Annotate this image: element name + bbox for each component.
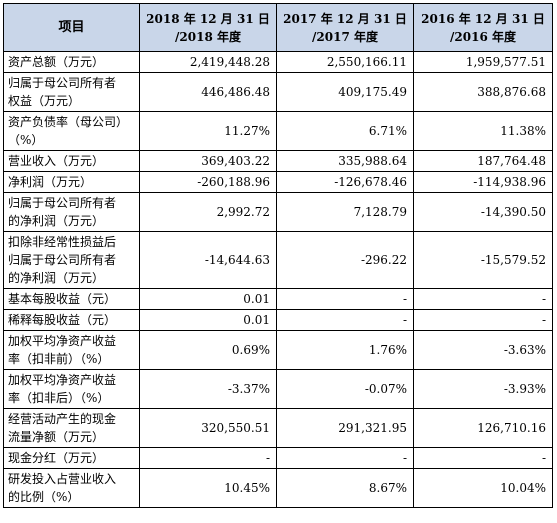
value-2017: 291,321.95 bbox=[276, 408, 414, 448]
value-2017: 1.76% bbox=[276, 330, 414, 370]
row-label: 现金分红（万元） bbox=[3, 447, 140, 469]
table-row: 研发投入占营业收入 的比例（%） 10.45% 8.67% 10.04% bbox=[3, 468, 553, 508]
financial-table-container: 项目 2018 年 12 月 31 日 /2018 年度 2017 年 12 月… bbox=[3, 3, 553, 508]
table-row: 归属于母公司所有者 权益（万元） 446,486.48 409,175.49 388,… bbox=[3, 72, 553, 112]
value-2016: -114,938.96 bbox=[413, 171, 553, 193]
table-row: 稀释每股收益（元） 0.01- - bbox=[3, 309, 553, 331]
value-2016: 388,876.68 bbox=[413, 72, 553, 112]
value-2017: -0.07% bbox=[276, 369, 414, 409]
value-2018: 11.27% bbox=[139, 111, 277, 151]
table-row: 加权平均净资产收益 率（扣非后）（%） -3.37% -0.07% -3.93% bbox=[3, 369, 553, 409]
table-row: 基本每股收益（元） 0.01- - bbox=[3, 288, 553, 310]
table-row: 资产负债率（母公司） （%） 11.27% 6.71% 11.38% bbox=[3, 111, 553, 151]
value-2017: - bbox=[276, 309, 414, 331]
table-row: 加权平均净资产收益 率（扣非前）（%） 0.69% 1.76% -3.63% bbox=[3, 330, 553, 370]
value-2016: -15,579.52 bbox=[413, 231, 553, 289]
value-2016: -14,390.50 bbox=[413, 192, 553, 232]
row-label: 经营活动产生的现金 流量净额（万元） bbox=[3, 408, 140, 448]
row-label: 资产总额（万元） bbox=[3, 51, 140, 73]
table-row: 净利润（万元） -260,188.96 -126,678.46 -114,938.96 bbox=[3, 171, 553, 193]
row-label: 研发投入占营业收入 的比例（%） bbox=[3, 468, 140, 508]
table-header-row: 项目 2018 年 12 月 31 日 /2018 年度 2017 年 12 月… bbox=[3, 3, 553, 52]
table-row: 经营活动产生的现金 流量净额（万元） 320,550.51 291,321.95 12… bbox=[3, 408, 553, 448]
table-row: 资产总额（万元） 2,419,448.28 2,550,166.11 1,959,57… bbox=[3, 51, 553, 73]
value-2016: 1,959,577.51 bbox=[413, 51, 553, 73]
value-2016: 187,764.48 bbox=[413, 150, 553, 172]
header-2017: 2017 年 12 月 31 日 /2017 年度 bbox=[276, 3, 414, 52]
value-2017: 409,175.49 bbox=[276, 72, 414, 112]
value-2018: -14,644.63 bbox=[139, 231, 277, 289]
value-2016: -3.93% bbox=[413, 369, 553, 409]
value-2016: 10.04% bbox=[413, 468, 553, 508]
row-label: 加权平均净资产收益 率（扣非后）（%） bbox=[3, 369, 140, 409]
row-label: 归属于母公司所有者 的净利润（万元） bbox=[3, 192, 140, 232]
header-2018: 2018 年 12 月 31 日 /2018 年度 bbox=[139, 3, 277, 52]
value-2016: - bbox=[413, 447, 553, 469]
value-2017: - bbox=[276, 288, 414, 310]
value-2018: -260,188.96 bbox=[139, 171, 277, 193]
row-label: 资产负债率（母公司） （%） bbox=[3, 111, 140, 151]
value-2018: 2,992.72 bbox=[139, 192, 277, 232]
row-label: 净利润（万元） bbox=[3, 171, 140, 193]
value-2016: 126,710.16 bbox=[413, 408, 553, 448]
value-2018: 0.01 bbox=[139, 309, 277, 331]
value-2018: 320,550.51 bbox=[139, 408, 277, 448]
table-row: 营业收入（万元） 369,403.22 335,988.64 187,764.48 bbox=[3, 150, 553, 172]
value-2016: - bbox=[413, 288, 553, 310]
value-2017: 6.71% bbox=[276, 111, 414, 151]
value-2017: 335,988.64 bbox=[276, 150, 414, 172]
table-row: 现金分红（万元） - - - bbox=[3, 447, 553, 469]
row-label: 扣除非经常性损益后 归属于母公司所有者 的净利润（万元） bbox=[3, 231, 140, 289]
value-2018: - bbox=[139, 447, 277, 469]
table-row: 归属于母公司所有者 的净利润（万元） 2,992.72 7,128.79 -14,39… bbox=[3, 192, 553, 232]
value-2017: 2,550,166.11 bbox=[276, 51, 414, 73]
value-2017: 8.67% bbox=[276, 468, 414, 508]
row-label: 基本每股收益（元） bbox=[3, 288, 140, 310]
header-item: 项目 bbox=[3, 3, 140, 52]
value-2018: 369,403.22 bbox=[139, 150, 277, 172]
value-2017: -296.22 bbox=[276, 231, 414, 289]
value-2017: - bbox=[276, 447, 414, 469]
value-2018: 446,486.48 bbox=[139, 72, 277, 112]
row-label: 营业收入（万元） bbox=[3, 150, 140, 172]
row-label: 归属于母公司所有者 权益（万元） bbox=[3, 72, 140, 112]
value-2018: 0.69% bbox=[139, 330, 277, 370]
row-label: 加权平均净资产收益 率（扣非前）（%） bbox=[3, 330, 140, 370]
value-2016: - bbox=[413, 309, 553, 331]
value-2016: -3.63% bbox=[413, 330, 553, 370]
value-2018: -3.37% bbox=[139, 369, 277, 409]
value-2018: 10.45% bbox=[139, 468, 277, 508]
value-2017: -126,678.46 bbox=[276, 171, 414, 193]
row-label: 稀释每股收益（元） bbox=[3, 309, 140, 331]
value-2018: 2,419,448.28 bbox=[139, 51, 277, 73]
financial-summary-table: 项目 2018 年 12 月 31 日 /2018 年度 2017 年 12 月… bbox=[3, 3, 553, 508]
value-2018: 0.01 bbox=[139, 288, 277, 310]
header-2016: 2016 年 12 月 31 日 /2016 年度 bbox=[413, 3, 553, 52]
value-2016: 11.38% bbox=[413, 111, 553, 151]
table-row: 扣除非经常性损益后 归属于母公司所有者 的净利润（万元） -14,644.63 -2… bbox=[3, 231, 553, 289]
value-2017: 7,128.79 bbox=[276, 192, 414, 232]
